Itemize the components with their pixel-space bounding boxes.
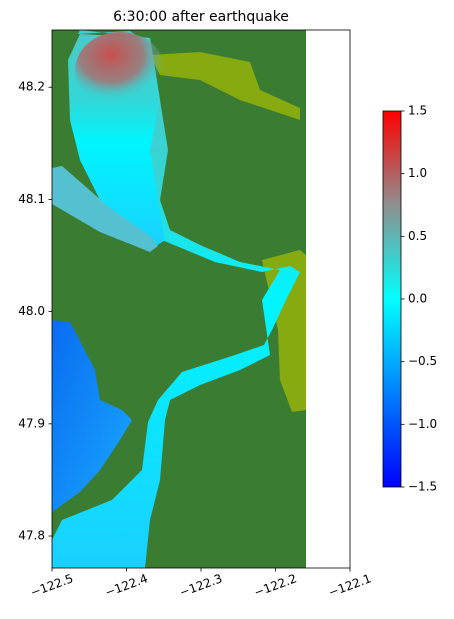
x-tick-label: −122.2 xyxy=(252,571,299,599)
colorbar-tick-label: 1.0 xyxy=(408,166,427,180)
shore xyxy=(150,52,300,120)
y-tick-label: 47.8 xyxy=(18,529,45,543)
x-tick-label: −122.5 xyxy=(29,571,76,599)
colorbar-tick-label: 1.5 xyxy=(408,104,427,118)
colorbar-tick-label: −0.5 xyxy=(408,354,437,368)
colorbar-tick-label: 0.0 xyxy=(408,292,427,306)
y-tick-label: 48.0 xyxy=(18,304,45,318)
y-tick-label: 47.9 xyxy=(18,416,45,430)
y-tick-label: 48.1 xyxy=(18,192,45,206)
colorbar xyxy=(382,110,402,488)
water xyxy=(52,166,158,252)
wave-peak xyxy=(75,32,165,108)
colorbar-tick-label: 0.5 xyxy=(408,229,427,243)
colorbar-tick-label: −1.0 xyxy=(408,417,437,431)
y-tick-label: 48.2 xyxy=(18,80,45,94)
water xyxy=(52,320,132,512)
x-tick-label: −122.1 xyxy=(327,571,374,599)
x-tick-label: −122.3 xyxy=(178,571,225,599)
x-tick-label: −122.4 xyxy=(103,571,150,599)
map xyxy=(52,30,306,568)
colorbar-tick-label: −1.5 xyxy=(408,480,437,494)
chart-title: 6:30:00 after earthquake xyxy=(113,9,289,25)
water xyxy=(52,30,300,568)
island xyxy=(175,288,196,302)
